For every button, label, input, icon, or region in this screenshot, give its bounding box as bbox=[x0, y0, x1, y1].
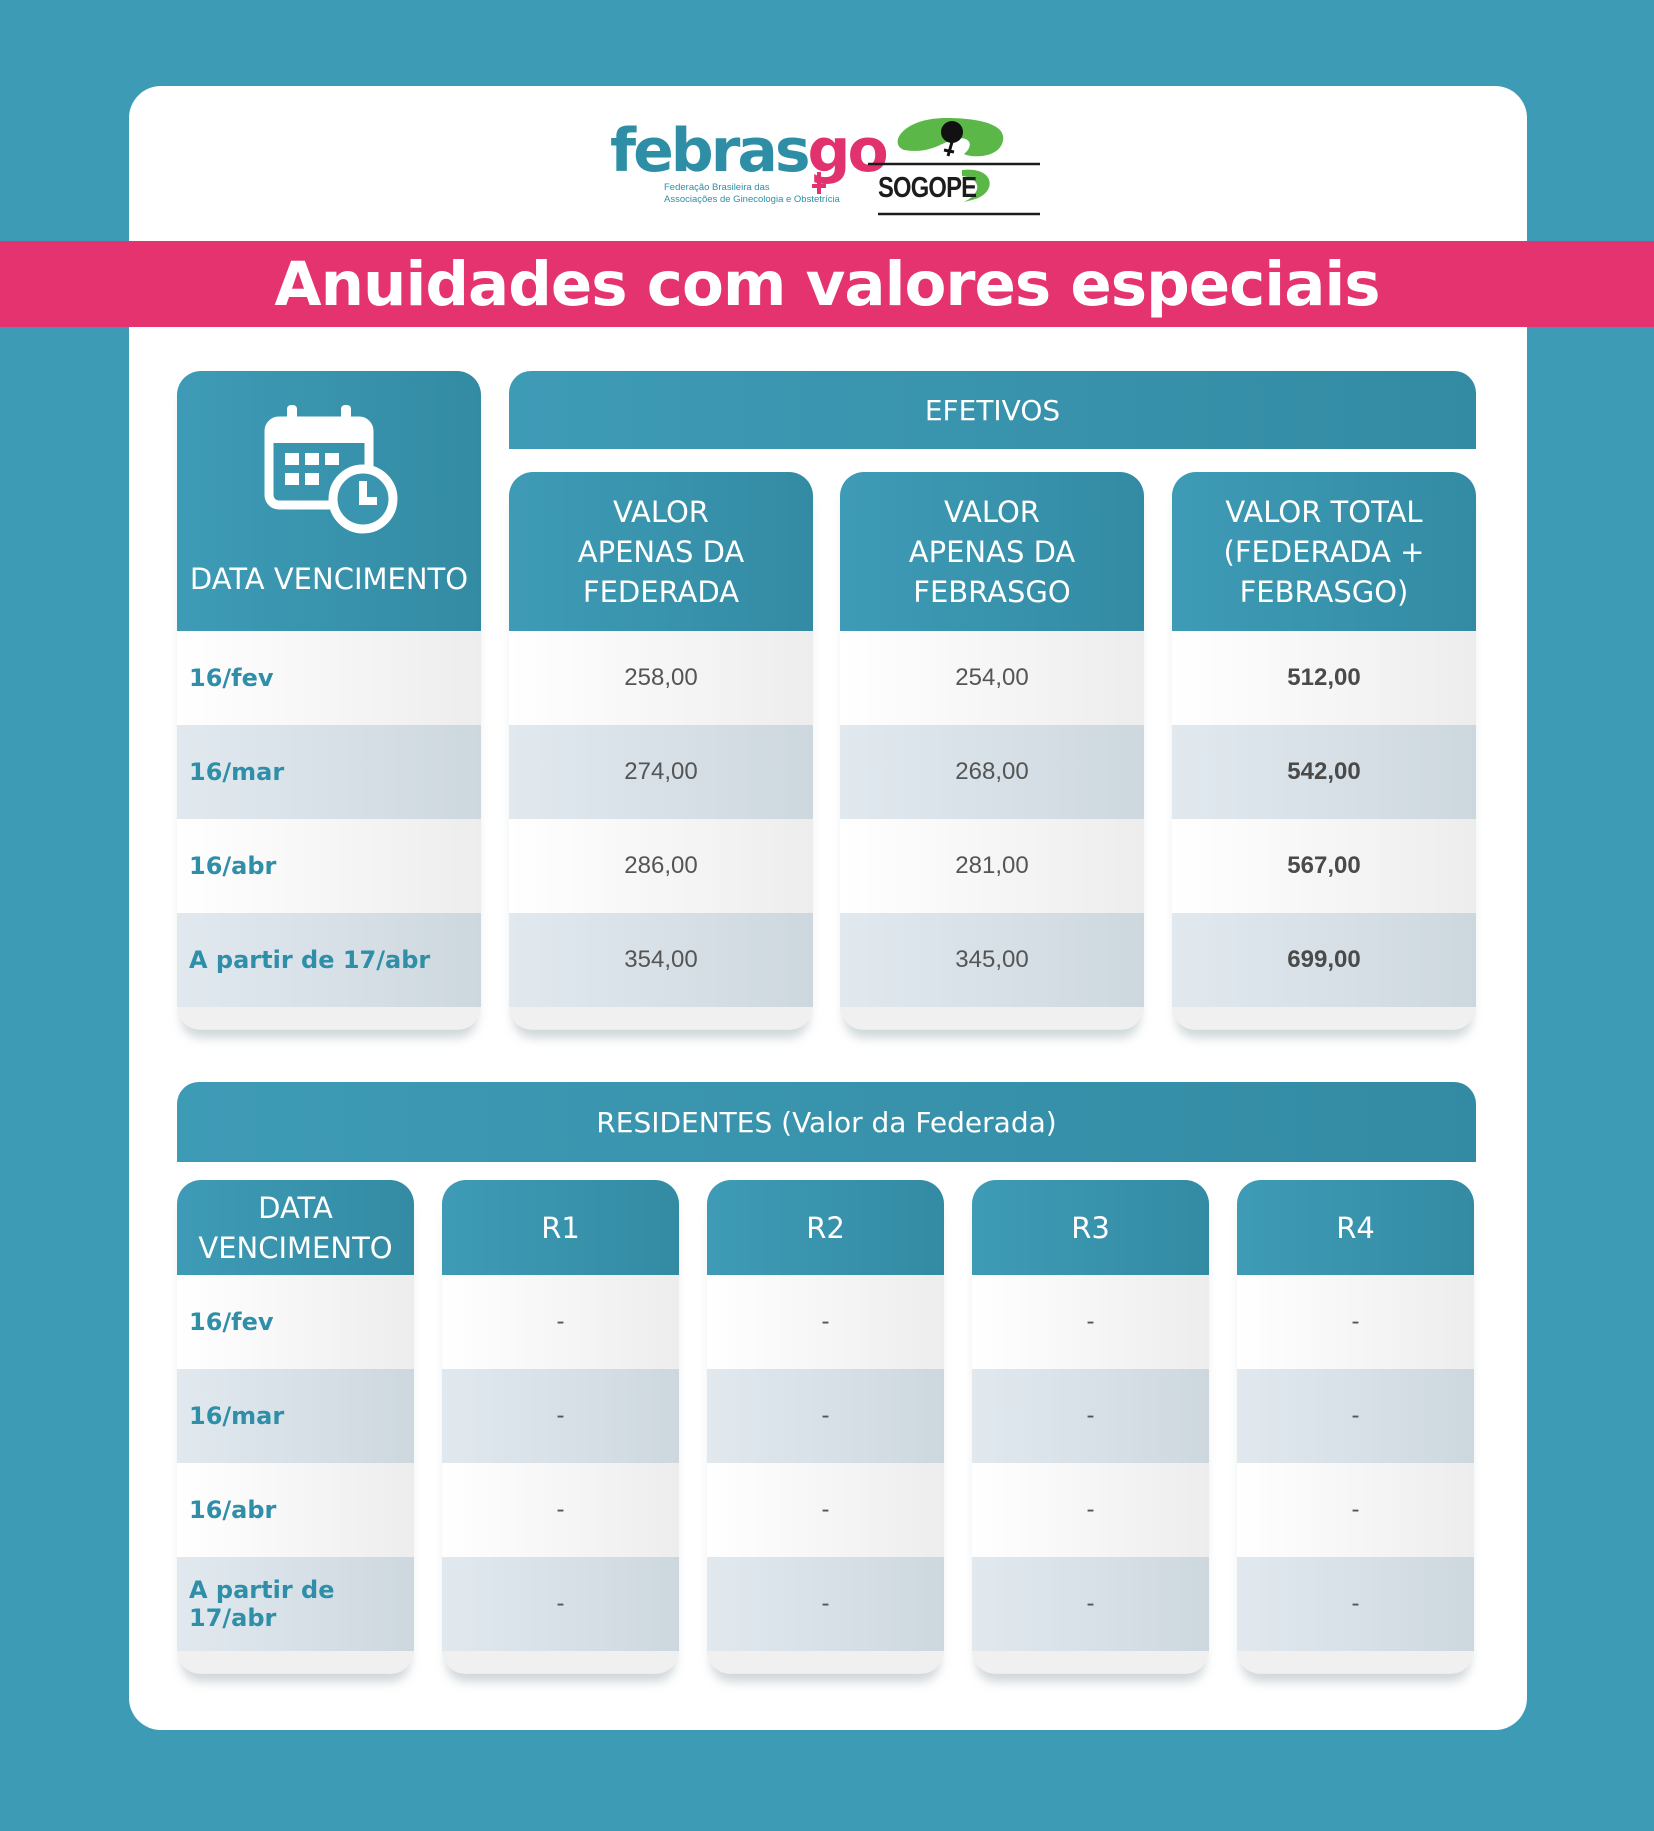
febrasgo-header-line: VALOR bbox=[944, 494, 1040, 529]
febrasgo-value-cell: 281,00 bbox=[840, 819, 1144, 913]
febrasgo-logo: febrasgo Federação Brasileira das Associ… bbox=[610, 118, 889, 208]
febrasgo-wordmark-accent: go bbox=[807, 116, 889, 186]
r2-header: R2 bbox=[707, 1180, 944, 1275]
total-header-line: (FEDERADA + bbox=[1223, 534, 1425, 569]
febrasgo-value-cell: 345,00 bbox=[840, 913, 1144, 1007]
efetivos-date-header-label: DATA VENCIMENTO bbox=[189, 562, 469, 596]
calendar-clock-icon bbox=[264, 405, 398, 534]
page-title: Anuidades com valores especiais bbox=[274, 248, 1380, 320]
total-value-cell: 699,00 bbox=[1172, 913, 1476, 1007]
efetivos-date-cell: 16/fev bbox=[177, 631, 481, 725]
residentes-date-cell: 16/fev bbox=[177, 1275, 414, 1369]
federada-value-cell: 286,00 bbox=[509, 819, 813, 913]
r2-value-cell: - bbox=[707, 1275, 944, 1369]
residentes-date-column: DATA VENCIMENTO 16/fev 16/mar 16/abr A p… bbox=[177, 1180, 414, 1674]
total-header: VALOR TOTAL (FEDERADA + FEBRASGO) bbox=[1172, 472, 1476, 631]
febrasgo-subtitle-line1: Federação Brasileira das bbox=[664, 182, 770, 193]
febrasgo-subtitle-line2: Associações de Ginecologia e Obstetrícia bbox=[664, 194, 840, 205]
title-band: Anuidades com valores especiais bbox=[0, 241, 1654, 327]
total-tail bbox=[1172, 1007, 1476, 1029]
r3-value-cell: - bbox=[972, 1557, 1209, 1651]
female-symbol-icon bbox=[812, 172, 826, 194]
total-header-line: VALOR TOTAL bbox=[1225, 494, 1423, 529]
febrasgo-value-cell: 254,00 bbox=[840, 631, 1144, 725]
r1-value-cell: - bbox=[442, 1275, 679, 1369]
r1-value-cell: - bbox=[442, 1463, 679, 1557]
residentes-r1-column: R1 - - - - bbox=[442, 1180, 679, 1674]
federada-value-cell: 258,00 bbox=[509, 631, 813, 725]
efetivos-date-tail bbox=[177, 1007, 481, 1029]
r4-value-cell: - bbox=[1237, 1369, 1474, 1463]
residentes-date-cell: 16/mar bbox=[177, 1369, 414, 1463]
febrasgo-header: VALOR APENAS DA FEBRASGO bbox=[840, 472, 1144, 631]
efetivos-date-cell: 16/abr bbox=[177, 819, 481, 913]
febrasgo-wordmark-main: febras bbox=[610, 116, 811, 186]
residentes-r4-column: R4 - - - - bbox=[1237, 1180, 1474, 1674]
r4-value-cell: - bbox=[1237, 1463, 1474, 1557]
efetivos-group-header: EFETIVOS bbox=[509, 371, 1476, 449]
total-value-cell: 512,00 bbox=[1172, 631, 1476, 725]
febrasgo-header-line: APENAS DA bbox=[908, 534, 1076, 569]
residentes-r3-column: R3 - - - - bbox=[972, 1180, 1209, 1674]
r4-value-cell: - bbox=[1237, 1557, 1474, 1651]
total-value-cell: 567,00 bbox=[1172, 819, 1476, 913]
r4-header: R4 bbox=[1237, 1180, 1474, 1275]
r4-tail bbox=[1237, 1651, 1474, 1673]
efetivos-federada-column: VALOR APENAS DA FEDERADA 258,00 274,00 2… bbox=[509, 472, 813, 1030]
febrasgo-header-line: FEBRASGO bbox=[913, 574, 1071, 609]
efetivos-total-column: VALOR TOTAL (FEDERADA + FEBRASGO) 512,00… bbox=[1172, 472, 1476, 1030]
febrasgo-wordmark: febrasgo bbox=[610, 116, 889, 186]
r2-tail bbox=[707, 1651, 944, 1673]
r2-value-cell: - bbox=[707, 1463, 944, 1557]
efetivos-date-column: DATA VENCIMENTO 16/fev 16/mar 16/abr A p… bbox=[177, 371, 481, 1030]
febrasgo-subtitle: Federação Brasileira das Associações de … bbox=[664, 182, 854, 206]
residentes-r2-column: R2 - - - - bbox=[707, 1180, 944, 1674]
sogope-emblem-icon bbox=[868, 118, 1040, 216]
r3-value-cell: - bbox=[972, 1275, 1209, 1369]
federada-header-line: VALOR bbox=[613, 494, 709, 529]
r1-tail bbox=[442, 1651, 679, 1673]
federada-header: VALOR APENAS DA FEDERADA bbox=[509, 472, 813, 631]
febrasgo-tail bbox=[840, 1007, 1144, 1029]
residentes-group-header: RESIDENTES (Valor da Federada) bbox=[177, 1082, 1476, 1162]
residentes-date-cell: 16/abr bbox=[177, 1463, 414, 1557]
r3-tail bbox=[972, 1651, 1209, 1673]
federada-header-line: FEDERADA bbox=[582, 574, 740, 609]
residentes-date-cell: A partir de 17/abr bbox=[177, 1557, 414, 1651]
febrasgo-value-cell: 268,00 bbox=[840, 725, 1144, 819]
efetivos-date-header: DATA VENCIMENTO bbox=[177, 371, 481, 631]
sogope-logo: SOGOPE bbox=[868, 114, 1040, 218]
r3-value-cell: - bbox=[972, 1369, 1209, 1463]
r2-value-cell: - bbox=[707, 1369, 944, 1463]
efetivos-date-cell: 16/mar bbox=[177, 725, 481, 819]
residentes-date-header-line: DATA bbox=[258, 1190, 333, 1225]
r2-value-cell: - bbox=[707, 1557, 944, 1651]
r1-value-cell: - bbox=[442, 1557, 679, 1651]
federada-tail bbox=[509, 1007, 813, 1029]
r3-header: R3 bbox=[972, 1180, 1209, 1275]
residentes-date-header-line: VENCIMENTO bbox=[198, 1230, 393, 1265]
federada-value-cell: 354,00 bbox=[509, 913, 813, 1007]
efetivos-febrasgo-column: VALOR APENAS DA FEBRASGO 254,00 268,00 2… bbox=[840, 472, 1144, 1030]
total-value-cell: 542,00 bbox=[1172, 725, 1476, 819]
sogope-text: SOGOPE bbox=[878, 172, 977, 204]
total-header-line: FEBRASGO) bbox=[1239, 574, 1409, 609]
r4-value-cell: - bbox=[1237, 1275, 1474, 1369]
federada-header-line: APENAS DA bbox=[577, 534, 745, 569]
efetivos-date-cell: A partir de 17/abr bbox=[177, 913, 481, 1007]
r3-value-cell: - bbox=[972, 1463, 1209, 1557]
residentes-date-header: DATA VENCIMENTO bbox=[177, 1180, 414, 1275]
r1-header: R1 bbox=[442, 1180, 679, 1275]
residentes-date-tail bbox=[177, 1651, 414, 1673]
residentes-group-label: RESIDENTES (Valor da Federada) bbox=[596, 1105, 1057, 1139]
federada-value-cell: 274,00 bbox=[509, 725, 813, 819]
efetivos-group-label: EFETIVOS bbox=[924, 393, 1061, 427]
r1-value-cell: - bbox=[442, 1369, 679, 1463]
